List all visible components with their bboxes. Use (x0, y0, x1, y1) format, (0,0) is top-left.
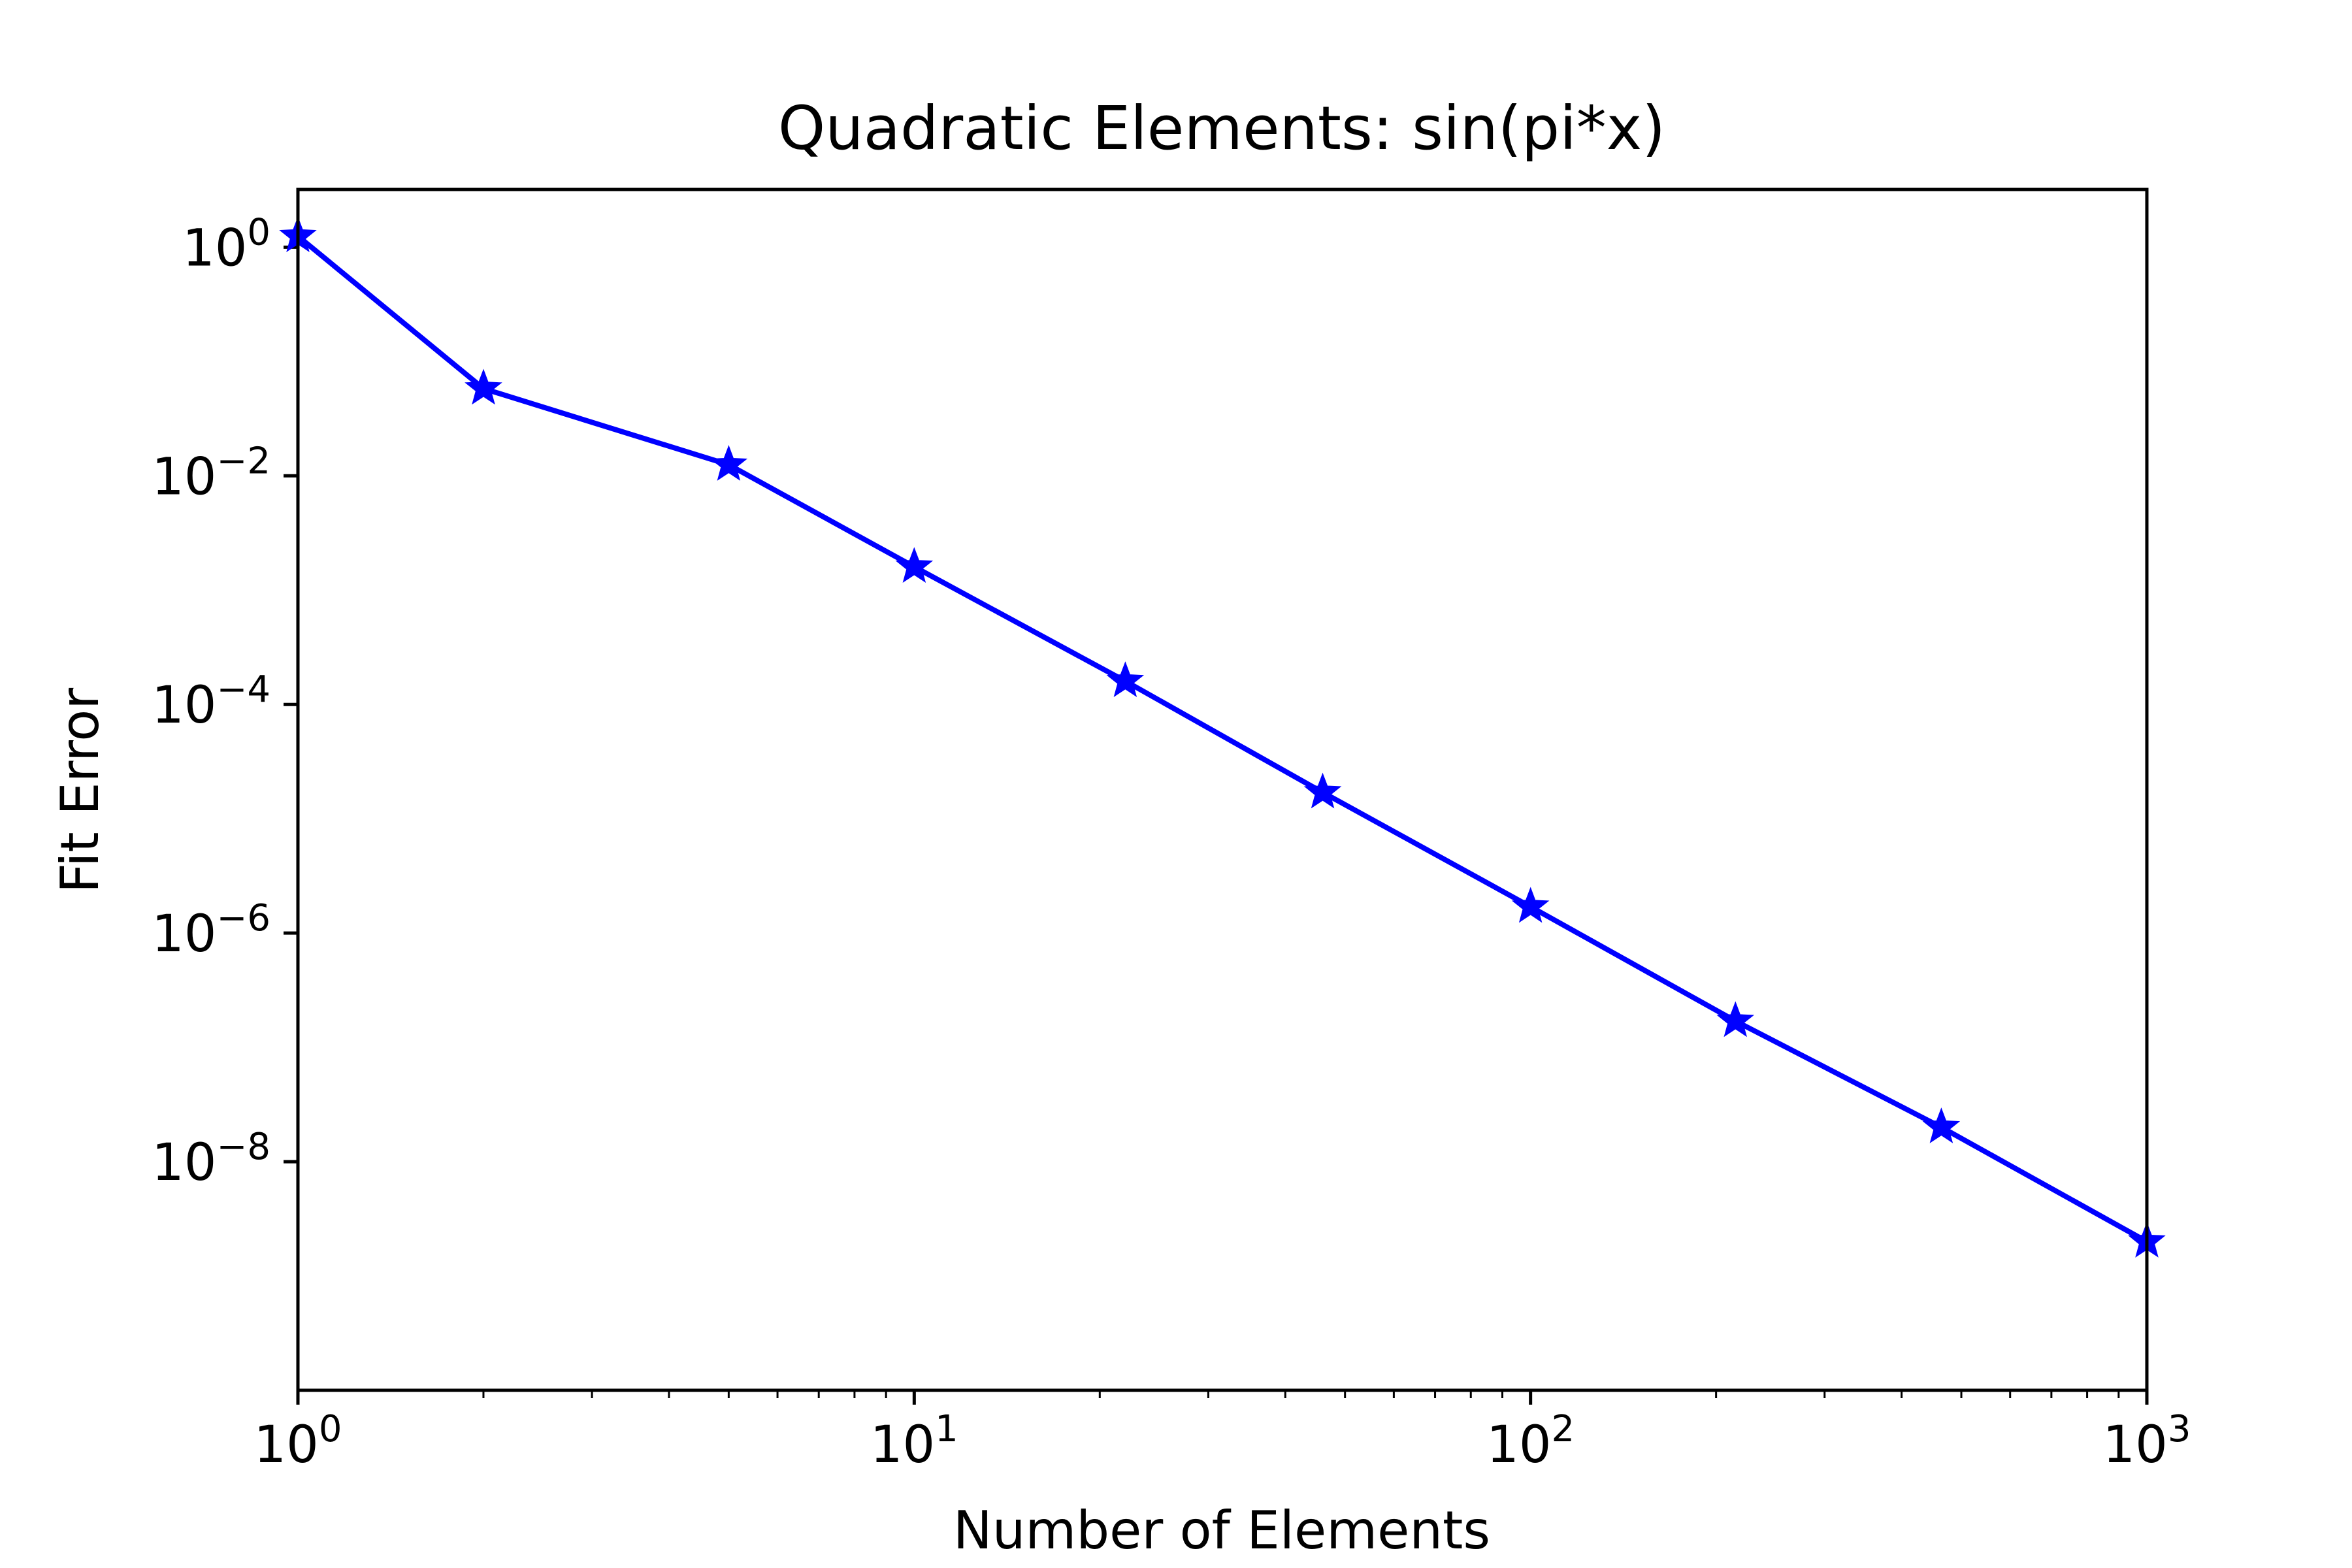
data-point-marker (1106, 661, 1145, 698)
x-tick-label: 101 (870, 1408, 958, 1475)
plot-frame (296, 188, 2149, 1392)
y-tick-label: 10−2 (152, 440, 270, 506)
data-point-marker (710, 445, 748, 481)
data-point-marker (1922, 1107, 1961, 1143)
data-point-marker (1303, 772, 1342, 809)
y-tick-label: 10−4 (152, 668, 270, 735)
chart-title: Quadratic Elements: sin(pi*x) (778, 93, 1665, 163)
y-tick-label: 100 (182, 211, 270, 278)
data-point-marker (1716, 1001, 1755, 1037)
y-tick-label: 10−8 (152, 1126, 270, 1192)
x-axis-label: Number of Elements (953, 1500, 1490, 1561)
axis-ticks: 100 101 102 103 100 10−2 10−4 10−6 10−8 (152, 211, 2191, 1475)
x-tick-label: 103 (2103, 1408, 2191, 1475)
x-tick-label: 100 (254, 1408, 342, 1475)
series-line (296, 234, 2148, 1244)
y-tick-label: 10−6 (152, 897, 270, 964)
data-point-marker (895, 547, 934, 583)
y-axis-label: Fit Error (50, 688, 110, 893)
x-tick-label: 102 (1486, 1408, 1575, 1475)
data-point-marker (1511, 887, 1550, 923)
data-point-marker (465, 368, 502, 405)
series-group (279, 216, 2166, 1258)
